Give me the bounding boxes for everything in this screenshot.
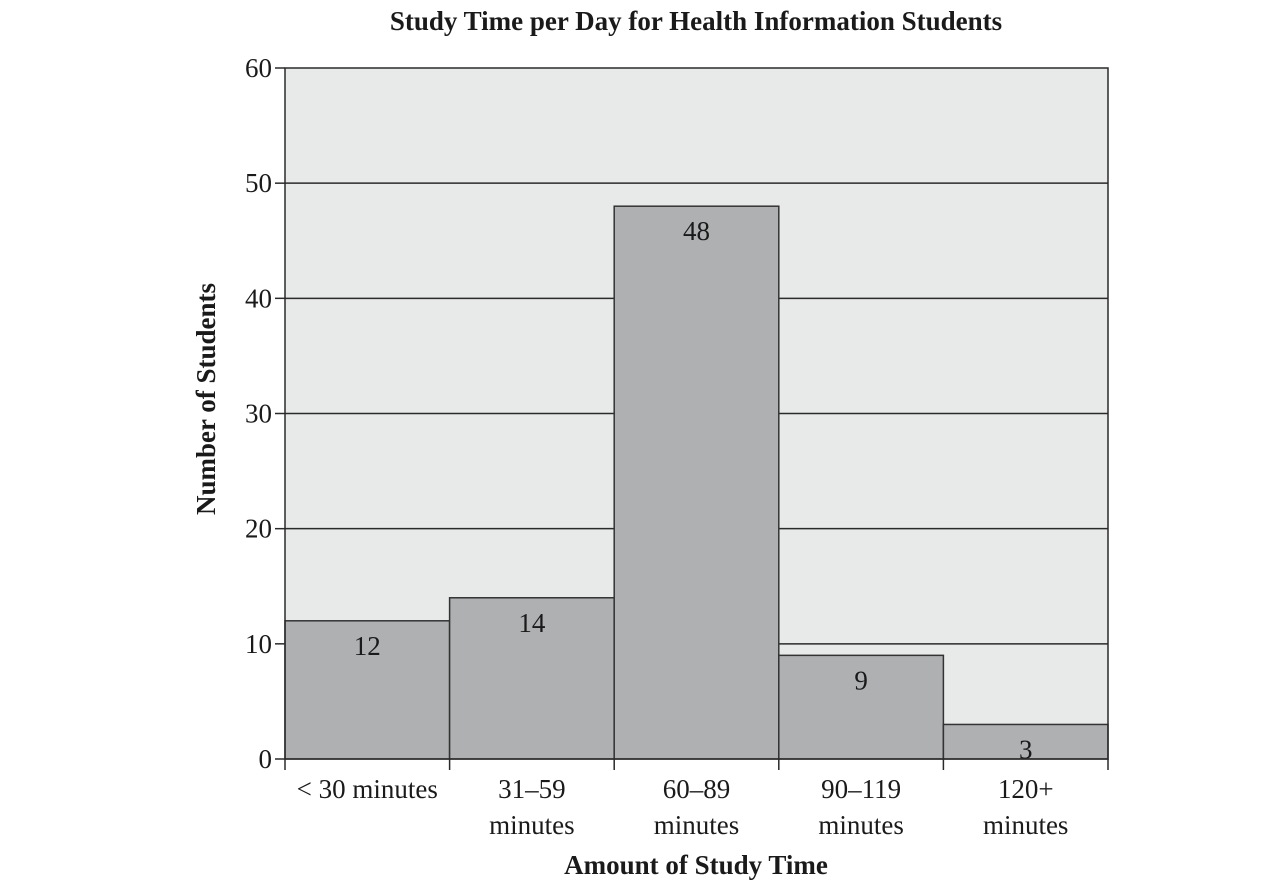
bar [448, 597, 615, 760]
y-axis: 0 10 20 30 40 50 60 [245, 53, 285, 774]
bar-data-label: 9 [854, 665, 868, 695]
x-axis-title: Amount of Study Time [564, 850, 828, 880]
y-tick-label: 0 [259, 744, 273, 774]
x-tick-label: 60–89 minutes [654, 774, 740, 840]
bar [942, 723, 1109, 760]
y-tick-label: 50 [245, 168, 272, 198]
bar-data-label: 48 [683, 216, 710, 246]
x-tick-label: 31–59 minutes [489, 774, 575, 840]
y-axis-title: Number of Students [191, 283, 221, 515]
bar [613, 205, 780, 760]
y-tick-label: 40 [245, 283, 272, 313]
chart-title: Study Time per Day for Health Informatio… [390, 6, 1002, 36]
bar [778, 654, 945, 760]
x-tick-label: < 30 minutes [297, 774, 438, 804]
x-axis: < 30 minutes 31–59 minutes 60–89 minutes 90–1… [284, 759, 1109, 840]
bars: 12 14 48 9 3 [284, 205, 1109, 764]
y-tick-label: 60 [245, 53, 272, 83]
bar-data-label: 3 [1019, 734, 1033, 764]
y-tick-label: 20 [245, 514, 272, 544]
bar-data-label: 12 [354, 631, 381, 661]
x-tick-label: 120+ minutes [983, 774, 1069, 840]
bar-data-label: 14 [518, 608, 546, 638]
y-tick-label: 10 [245, 629, 272, 659]
y-tick-label: 30 [245, 399, 272, 429]
x-tick-label: 90–119 minutes [818, 774, 904, 840]
